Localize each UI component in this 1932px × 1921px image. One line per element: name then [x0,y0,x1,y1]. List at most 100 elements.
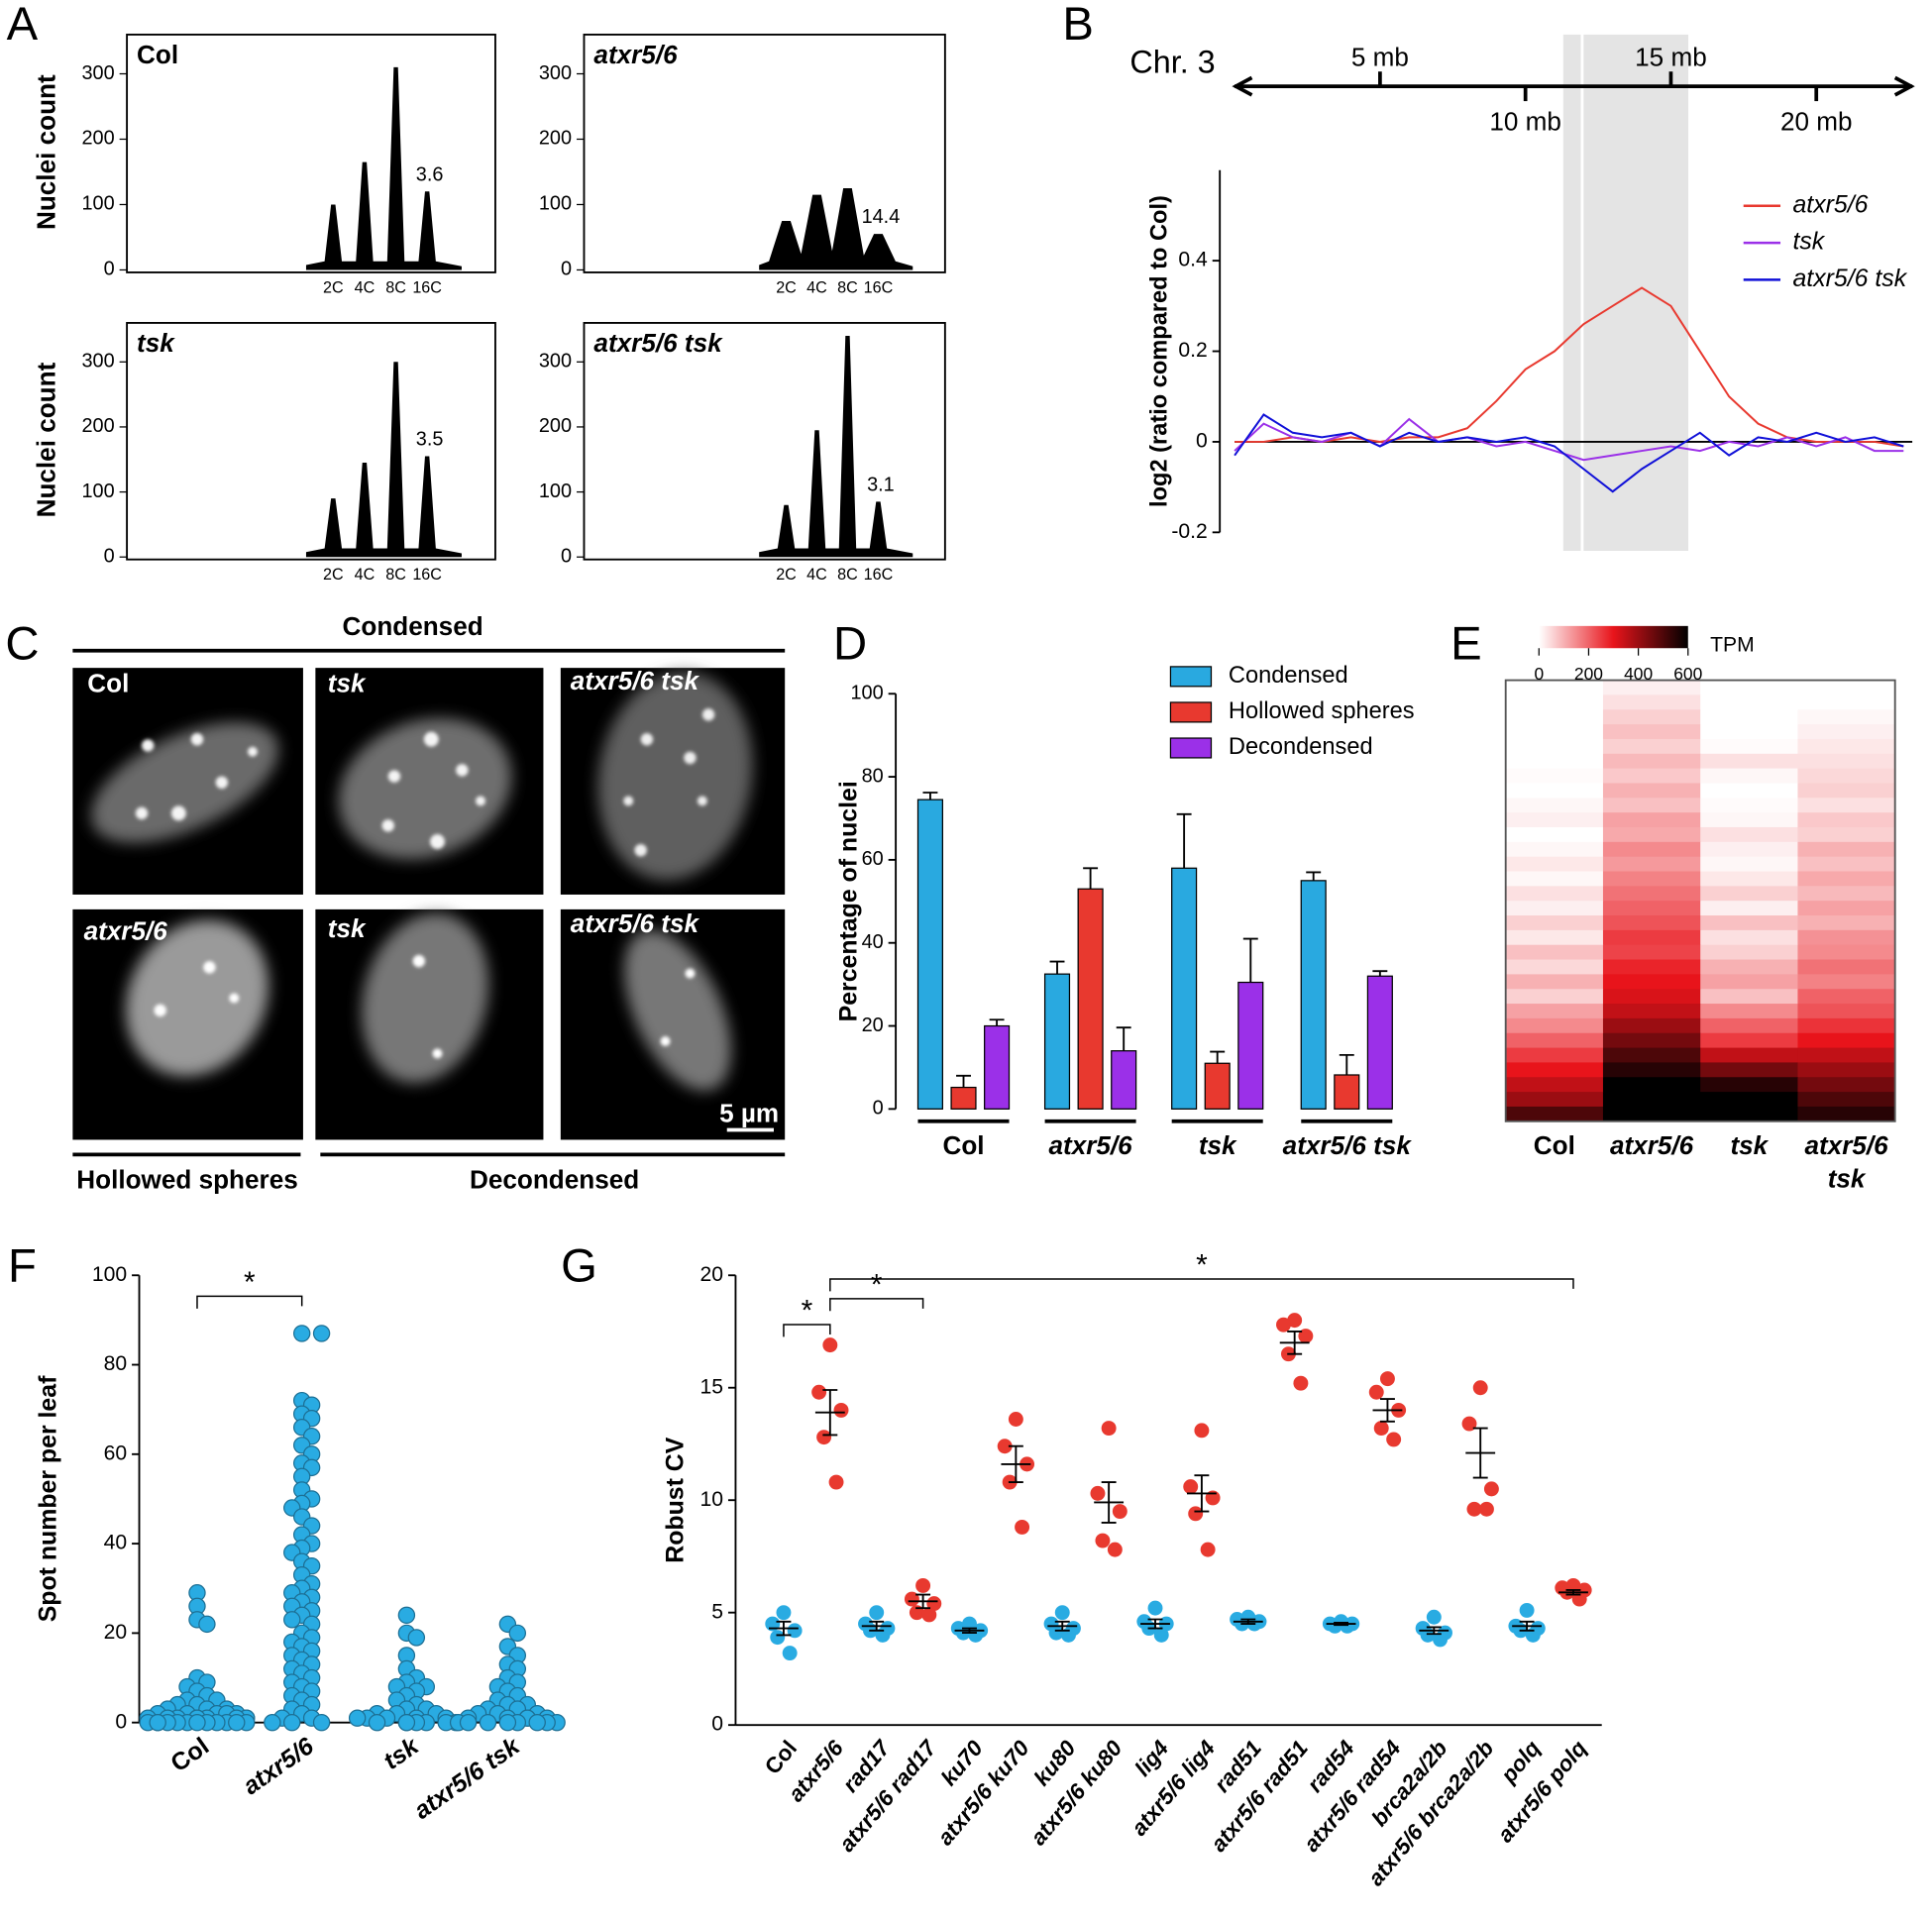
data-point [1276,1317,1291,1333]
heatmap-cell [1700,901,1798,916]
data-point [149,1713,166,1732]
heatmap-cell [1505,768,1604,784]
heatmap-cell [1797,753,1896,770]
x-tick-label: atxr5/6 tsk [409,1732,526,1825]
heatmap-cell [1797,901,1896,916]
histogram-area [759,336,913,558]
error-bar [956,1074,971,1088]
heatmap-cell [1505,1077,1604,1093]
x-tick-label: tsk [378,1732,424,1775]
y-tick-label: 100 [81,480,114,502]
colorbar-tick-label: 200 [1574,664,1603,684]
chart-title: tsk [137,328,175,358]
data-point [1466,1501,1482,1517]
y-tick-label: 15 [700,1375,724,1398]
heatmap-cell [1602,783,1701,799]
bar [1171,867,1198,1110]
error-bar [1194,1474,1210,1513]
heatmap-cell [1797,944,1896,961]
legend-label: tsk [1792,228,1825,256]
heatmap-cell [1505,1092,1604,1108]
heatmap-cell [1505,694,1604,710]
heatmap-cell [1602,753,1701,770]
heatmap-cell [1700,768,1798,784]
heatmap-cell [1505,915,1604,931]
shaded-region [1562,34,1581,551]
y-tick-label: 100 [81,193,114,215]
bar [1300,880,1327,1110]
histogram-area [759,187,913,270]
heatmap-cell [1602,694,1701,710]
micrographs: Condensed Col tsk atxr5/6 tsk atxr5/6 ts… [72,611,786,1195]
data-point [828,1474,844,1490]
heatmap-cell [1505,738,1604,755]
bar [984,1024,1011,1110]
heatmap-cell [1700,871,1798,887]
x-tick-label: 16C [864,566,894,584]
scale-bar-label: 5 µm [719,1098,779,1127]
legend-swatch [1169,701,1213,723]
data-point [1107,1542,1123,1557]
heatmap-cell [1797,974,1896,990]
annotation: 3.5 [416,429,444,451]
heatmap-cell [1797,856,1896,873]
heatmap-cell [1505,753,1604,770]
significance-label: * [802,1294,813,1327]
data-point [1433,1632,1449,1648]
bar [916,799,943,1110]
heatmap-cell [1700,738,1798,755]
x-tick-label: atxr5/6 [1610,1130,1694,1160]
colorbar-label: TPM [1710,633,1755,656]
significance-label: * [871,1268,883,1301]
image-label: atxr5/6 tsk [571,666,700,695]
heatmap-cell [1797,680,1896,695]
heatmap-cell [1797,871,1896,887]
colorbar [1539,625,1688,649]
chromocenters [412,954,443,1059]
colorbar-tick-label: 600 [1673,664,1702,684]
data-point [915,1577,931,1593]
error-bar [1379,1398,1395,1423]
data-point [1147,1600,1163,1616]
heatmap-cell [1602,724,1701,740]
data-point [368,1713,386,1732]
heatmap-cell [1602,1017,1701,1034]
error-bar [989,1018,1005,1026]
heatmap-cell [1505,1004,1604,1019]
x-tick-label: Col [942,1130,984,1160]
x-tick-label: tsk [1730,1130,1769,1160]
data-point [459,1713,478,1732]
data-point [198,1615,216,1634]
heatmap-cell [1700,974,1798,990]
y-tick-label: 40 [104,1532,127,1554]
panel-label: B [1062,0,1094,51]
data-point [1379,1371,1395,1387]
panel-label: D [833,617,867,670]
axis-arrow [1893,75,1915,97]
data-point [811,1384,827,1400]
data-point [1112,1504,1127,1520]
data-point [869,1605,885,1621]
error-bar [1287,1331,1303,1355]
heatmap-cell [1797,1004,1896,1019]
data-point [264,1713,281,1732]
data-point [1101,1421,1117,1437]
x-tick-label: 4C [355,566,376,584]
heatmap-cell [1797,812,1896,828]
nucleus [597,672,753,881]
data-point [1483,1481,1499,1497]
data-point [822,1337,838,1353]
y-tick-label: 60 [104,1441,127,1464]
heatmap-cell [1602,709,1701,725]
y-tick-label: 300 [539,351,572,373]
heatmap-cell [1602,901,1701,916]
x-tick-label: 20 mb [1780,106,1853,136]
heatmap-cell [1602,1077,1701,1093]
heatmap-cell [1797,959,1896,975]
y-tick-label: 20 [862,1014,884,1036]
error-bar [1210,1050,1226,1064]
y-tick-label: 20 [104,1621,127,1644]
heatmap-cell [1602,798,1701,813]
chart-title: atxr5/6 [593,40,678,69]
heatmap-cell [1505,1032,1604,1049]
